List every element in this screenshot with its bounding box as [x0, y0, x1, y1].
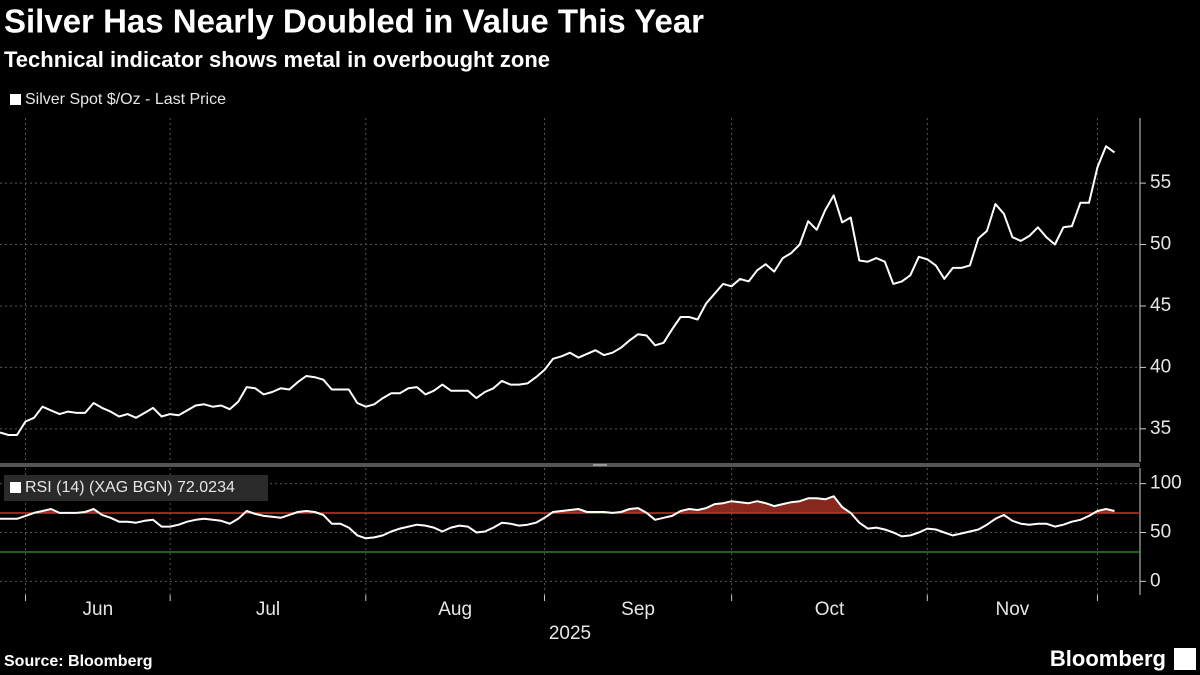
x-tick-label: Jun — [83, 599, 114, 620]
x-tick-label: Sep — [621, 599, 655, 620]
y-tick-label: 35 — [1150, 418, 1171, 439]
source: Source: Bloomberg — [4, 653, 152, 670]
divider-handle — [593, 464, 607, 466]
y-tick-label: 100 — [1150, 473, 1182, 494]
y-tick-label: 50 — [1150, 234, 1171, 255]
legend-box — [4, 475, 268, 501]
legend-swatch — [10, 94, 21, 105]
y-tick-label: 45 — [1150, 295, 1171, 316]
x-tick-label: Jul — [256, 599, 280, 620]
series-line — [0, 495, 1115, 540]
chart-subtitle: Technical indicator shows metal in overb… — [4, 47, 550, 72]
y-tick-label: 40 — [1150, 356, 1171, 377]
legend-label: RSI (14) (XAG BGN) 72.0234 — [25, 479, 235, 496]
panel-divider — [0, 463, 1140, 467]
chart-title: Silver Has Nearly Doubled in Value This … — [4, 3, 704, 40]
brand: Bloomberg — [1050, 646, 1166, 671]
x-axis-label: 2025 — [549, 623, 591, 644]
series-line — [0, 145, 1116, 436]
y-tick-label: 0 — [1150, 570, 1161, 591]
x-tick-label: Aug — [438, 599, 472, 620]
brand-icon — [1174, 648, 1196, 670]
legend-label: Silver Spot $/Oz - Last Price — [25, 91, 226, 108]
y-tick-label: 50 — [1150, 521, 1171, 542]
x-tick-label: Oct — [815, 599, 845, 620]
y-tick-label: 55 — [1150, 172, 1171, 193]
x-tick-label: Nov — [995, 599, 1029, 620]
legend-swatch — [10, 482, 21, 493]
